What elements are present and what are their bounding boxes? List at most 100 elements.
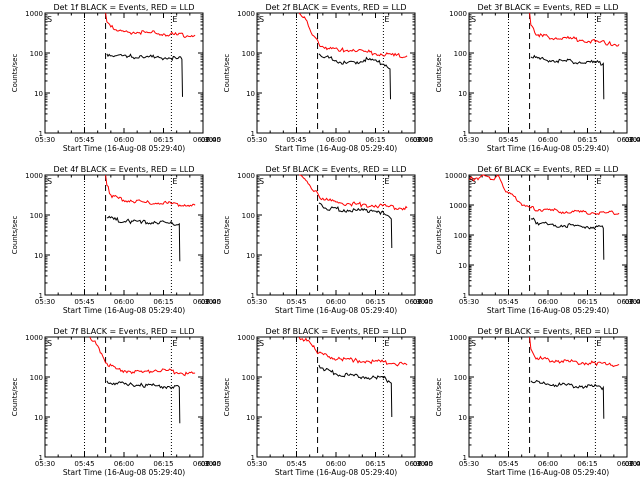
y-tick-label: 1 [251,130,255,138]
series-lld-line [89,336,196,377]
x-tick-label: 06:00 [538,460,558,468]
x-tick-label: 07:00 [201,298,221,306]
panel-title: Det 7f BLACK = Events, RED = LLD [53,327,194,336]
series-lld-line [298,336,408,367]
x-tick-label: 06:15 [365,136,385,144]
panel-title: Det 5f BLACK = Events, RED = LLD [265,165,406,174]
x-tick-label: 05:30 [35,298,55,306]
y-tick-label: 1 [39,454,43,462]
x-tick-label: 06:00 [114,136,134,144]
series-events-line [318,202,393,249]
x-tick-label: 07:00 [413,298,433,306]
x-tick-label: 07:00 [625,136,640,144]
x-tick-label: 06:15 [153,460,173,468]
x-tick-label: 06:30 [193,298,213,306]
series-lld-line [529,12,620,47]
y-tick-label: 100 [30,212,43,220]
x-tick-label: 05:30 [35,460,55,468]
x-axis-label: Start Time (16-Aug-08 05:29:40) [487,144,609,153]
y-axis-label: Counts/sec [223,378,231,417]
x-tick-label: 06:15 [577,460,597,468]
x-tick-label: 05:30 [459,460,479,468]
panel-1: Det 1f BLACK = Events, RED = LLD 1 10 100 10… [11,3,221,153]
x-tick-label: 06:00 [326,298,346,306]
x-tick-label: 06:30 [193,136,213,144]
y-tick-label: 1000 [237,172,255,180]
x-tick-label: 06:30 [617,136,637,144]
panel-title: Det 3f BLACK = Events, RED = LLD [477,3,618,12]
end-marker: E [596,177,601,186]
y-tick-label: 1000 [25,10,43,18]
end-marker: E [384,177,389,186]
x-tick-label: 07:00 [201,136,221,144]
x-tick-label: 05:30 [247,460,267,468]
end-marker: E [172,339,177,348]
series-lld-line [468,174,620,216]
end-marker: E [172,15,177,24]
x-axis-label: Start Time (16-Aug-08 05:29:40) [63,468,185,477]
y-tick-label: 1 [463,292,467,300]
y-tick-label: 1 [251,454,255,462]
x-tick-label: 07:00 [201,460,221,468]
y-tick-label: 1000 [25,334,43,342]
y-tick-label: 100 [242,50,255,58]
x-tick-label: 06:15 [153,136,173,144]
panel-4: Det 4f BLACK = Events, RED = LLD 1 10 100 10… [11,165,221,315]
x-axis-label: Start Time (16-Aug-08 05:29:40) [275,468,397,477]
series-events-line [106,380,181,424]
series-events-line [530,379,605,419]
y-tick-label: 1 [463,130,467,138]
x-tick-label: 07:00 [413,460,433,468]
x-tick-label: 06:45 [625,460,640,468]
y-tick-label: 10 [246,90,255,98]
x-tick-label: 06:00 [114,298,134,306]
y-tick-label: 1 [463,454,467,462]
x-tick-label: 06:30 [405,298,425,306]
x-tick-label: 06:30 [617,298,637,306]
end-marker: E [596,339,601,348]
x-tick-label: 05:45 [498,460,518,468]
x-tick-label: 06:00 [538,136,558,144]
series-lld-line [298,12,408,59]
series-events-line [530,54,605,100]
panel-8: Det 8f BLACK = Events, RED = LLD 1 10 100 10… [223,327,433,477]
x-tick-label: 05:30 [459,136,479,144]
x-tick-label: 05:45 [498,136,518,144]
y-tick-label: 100 [454,374,467,382]
series-lld-line [529,336,620,368]
plot-frame [256,12,416,134]
x-tick-label: 06:15 [577,298,597,306]
y-axis-label: Counts/sec [435,216,443,255]
series-lld-line [105,12,196,39]
x-tick-label: 07:00 [625,460,640,468]
y-tick-label: 10000 [445,172,467,180]
y-axis-label: Counts/sec [11,378,19,417]
x-tick-label: 07:00 [625,298,640,306]
panel-title: Det 8f BLACK = Events, RED = LLD [265,327,406,336]
x-axis-label: Start Time (16-Aug-08 05:29:40) [63,144,185,153]
x-tick-label: 05:45 [74,460,94,468]
y-tick-label: 1000 [449,202,467,210]
y-tick-label: 100 [242,212,255,220]
x-tick-label: 06:45 [201,460,221,468]
y-tick-label: 100 [30,50,43,58]
x-tick-label: 06:30 [193,460,213,468]
y-tick-label: 10 [246,414,255,422]
x-tick-label: 06:15 [577,136,597,144]
y-tick-label: 10 [458,90,467,98]
start-marker: S [47,339,52,348]
y-tick-label: 100 [30,374,43,382]
x-axis-label: Start Time (16-Aug-08 05:29:40) [63,306,185,315]
y-tick-label: 10 [34,414,43,422]
x-tick-label: 06:00 [326,136,346,144]
y-tick-label: 1000 [25,172,43,180]
x-tick-label: 05:45 [286,136,306,144]
plot-frame [44,12,204,134]
panel-title: Det 2f BLACK = Events, RED = LLD [265,3,406,12]
x-tick-label: 06:15 [365,460,385,468]
panel-3: Det 3f BLACK = Events, RED = LLD 1 10 100 10… [435,3,640,153]
x-tick-label: 05:45 [286,460,306,468]
x-tick-label: 05:30 [247,136,267,144]
x-tick-label: 05:30 [459,298,479,306]
y-tick-label: 1000 [237,10,255,18]
